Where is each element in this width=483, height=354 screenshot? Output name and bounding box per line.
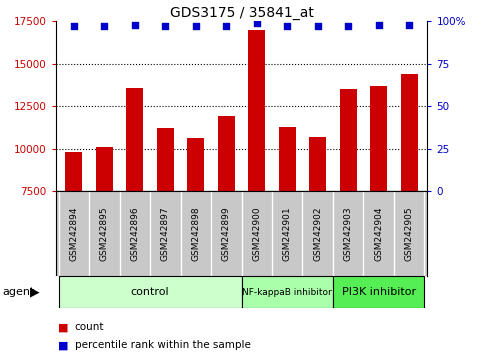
Bar (187, 138, 204, 191)
Bar (242, 276, 333, 308)
Text: GSM242896: GSM242896 (130, 206, 139, 261)
Text: GSM242894: GSM242894 (70, 206, 78, 261)
Point (284, 23, 291, 29)
Bar (279, 127, 296, 191)
Point (253, 20, 261, 26)
Bar (309, 137, 326, 191)
Text: ▶: ▶ (30, 286, 40, 298)
Bar (58, 276, 242, 308)
Text: GSM242902: GSM242902 (313, 206, 322, 261)
Text: control: control (131, 287, 170, 297)
Point (192, 23, 199, 29)
Bar (248, 30, 265, 191)
Point (161, 23, 169, 29)
Bar (218, 116, 235, 191)
Text: ■: ■ (58, 340, 69, 350)
Point (131, 22, 139, 28)
Point (100, 23, 108, 29)
Bar (340, 89, 356, 191)
Text: agent: agent (2, 287, 35, 297)
Point (344, 23, 352, 29)
Text: GSM242905: GSM242905 (405, 206, 413, 261)
Bar (127, 87, 143, 191)
Text: GSM242904: GSM242904 (374, 206, 383, 261)
Text: GSM242901: GSM242901 (283, 206, 292, 261)
Text: PI3K inhibitor: PI3K inhibitor (341, 287, 416, 297)
Text: GSM242895: GSM242895 (100, 206, 109, 261)
Bar (370, 86, 387, 191)
Point (222, 23, 230, 29)
Text: GSM242900: GSM242900 (252, 206, 261, 261)
Bar (157, 128, 174, 191)
Bar (401, 74, 417, 191)
Text: GSM242903: GSM242903 (344, 206, 353, 261)
Title: GDS3175 / 35841_at: GDS3175 / 35841_at (170, 6, 313, 20)
Point (375, 22, 383, 28)
Text: GSM242899: GSM242899 (222, 206, 231, 261)
Point (314, 23, 322, 29)
Text: ■: ■ (58, 322, 69, 332)
Text: GSM242897: GSM242897 (161, 206, 170, 261)
Text: percentile rank within the sample: percentile rank within the sample (75, 340, 251, 350)
Point (70, 23, 78, 29)
Text: count: count (75, 322, 104, 332)
Bar (333, 276, 425, 308)
Text: NF-kappaB inhibitor: NF-kappaB inhibitor (242, 287, 332, 297)
Bar (96, 147, 113, 191)
Point (405, 22, 413, 28)
Bar (66, 152, 82, 191)
Text: GSM242898: GSM242898 (191, 206, 200, 261)
